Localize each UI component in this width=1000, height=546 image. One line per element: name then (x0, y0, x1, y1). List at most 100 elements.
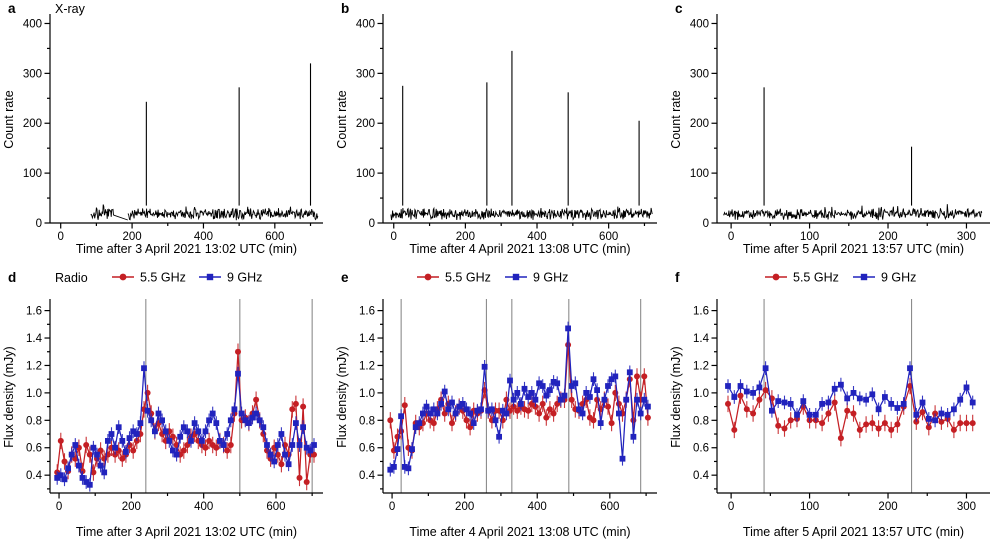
data-point-square (831, 385, 838, 392)
series-9-ghz (725, 361, 976, 428)
legend-label: 5.5 GHz (793, 271, 839, 285)
y-tick-label: 0.6 (359, 443, 375, 455)
y-tick-label: 100 (23, 168, 42, 180)
data-point-square (536, 380, 542, 387)
data-point-square (101, 469, 108, 476)
data-point-square (900, 401, 907, 407)
data-point-square (645, 403, 651, 410)
data-point-square (427, 410, 434, 417)
x-tick-label: 400 (528, 501, 547, 513)
data-point-circle (449, 420, 455, 427)
data-point-circle (525, 407, 532, 414)
data-point-square (850, 390, 857, 396)
panel-letter: e (341, 270, 349, 285)
data-point-circle (303, 479, 310, 485)
data-point-circle (90, 469, 97, 476)
data-point-square (597, 420, 604, 426)
panel-b-xray-4april: 0 100 200 300 400 0 200 400 600 Count rate Time af… (333, 0, 667, 265)
data-point-square (605, 383, 611, 389)
data-point-square (869, 391, 876, 398)
legend-label: 9 GHz (533, 271, 568, 285)
data-point-square (769, 407, 775, 414)
data-point-circle (787, 417, 794, 424)
y-tick-label: 0 (36, 218, 42, 230)
data-point-circle (856, 426, 863, 433)
data-point-square (61, 476, 68, 483)
data-point-square (68, 451, 75, 458)
data-point-square (300, 424, 306, 431)
data-point-circle (289, 406, 296, 413)
legend-marker-square (512, 273, 520, 281)
data-point-circle (119, 455, 126, 462)
data-point-square (57, 472, 64, 479)
data-point-circle (837, 435, 844, 442)
x-tick-label: 200 (455, 501, 474, 513)
data-point-square (289, 442, 296, 448)
y-tick-label: 1.2 (693, 360, 709, 372)
y-tick-label: 300 (690, 68, 709, 80)
xray-noise-segment (390, 206, 653, 221)
data-point-circle (957, 420, 964, 427)
data-point-circle (590, 417, 597, 424)
data-point-square (800, 398, 807, 404)
data-point-circle (969, 420, 976, 427)
data-point-circle (731, 426, 738, 433)
panel-letter: a (8, 1, 16, 16)
legend: 5.5 GHz 9 GHz (417, 271, 568, 285)
data-point-circle (644, 414, 651, 421)
data-point-square (108, 431, 115, 437)
data-point-square (152, 428, 158, 435)
y-tick-label: 1.6 (359, 306, 375, 318)
data-point-square (863, 396, 869, 403)
data-point-square (130, 428, 137, 435)
data-point-circle (568, 396, 575, 403)
data-point-square (794, 411, 800, 418)
data-point-square (539, 383, 546, 389)
data-point-square (608, 376, 615, 383)
data-point-square (65, 465, 71, 472)
y-tick-label: 200 (23, 118, 42, 130)
data-point-square (485, 407, 492, 414)
series-5-5-ghz (54, 343, 317, 491)
y-tick-label: 200 (356, 118, 375, 130)
data-point-square (951, 406, 957, 413)
data-point-square (231, 406, 238, 413)
data-point-square (737, 383, 744, 389)
data-point-square (547, 387, 553, 393)
data-point-circle (86, 451, 93, 458)
data-point-square (267, 451, 274, 458)
error-bars (56, 343, 315, 491)
data-point-circle (869, 420, 876, 427)
data-point-square (907, 365, 913, 372)
series-markers (54, 365, 317, 488)
data-point-square (249, 414, 256, 421)
legend-marker-square (206, 273, 214, 281)
data-point-square (242, 417, 249, 424)
data-point-circle (227, 442, 234, 448)
x-tick-label: 300 (957, 231, 976, 243)
data-point-square (913, 411, 920, 418)
data-point-square (481, 363, 488, 370)
x-axis-label: Time after 4 April 2021 13:08 UTC (min) (409, 242, 630, 256)
data-point-square (838, 381, 844, 388)
legend-label: 9 GHz (227, 271, 262, 285)
data-point-square (637, 410, 644, 417)
data-point-square (246, 420, 252, 426)
chart-b: 0 100 200 300 400 0 200 400 600 Count rate Time af… (335, 1, 657, 256)
series-markers (387, 325, 651, 473)
y-tick-label: 400 (23, 18, 42, 30)
y-axis-label: Count rate (669, 90, 683, 148)
data-point-circle (463, 417, 470, 424)
data-point-square (264, 442, 270, 448)
data-point-circle (913, 418, 920, 425)
data-point-square (496, 433, 502, 440)
data-point-square (256, 417, 263, 424)
data-point-square (641, 396, 648, 403)
data-point-square (452, 410, 459, 417)
series-9-ghz (54, 361, 317, 492)
data-point-square (155, 410, 162, 417)
legend: 5.5 GHz 9 GHz (112, 271, 262, 285)
y-axis-label: Flux density (mJy) (669, 346, 683, 447)
data-point-square (731, 394, 738, 400)
y-tick-label: 0.4 (359, 470, 376, 482)
